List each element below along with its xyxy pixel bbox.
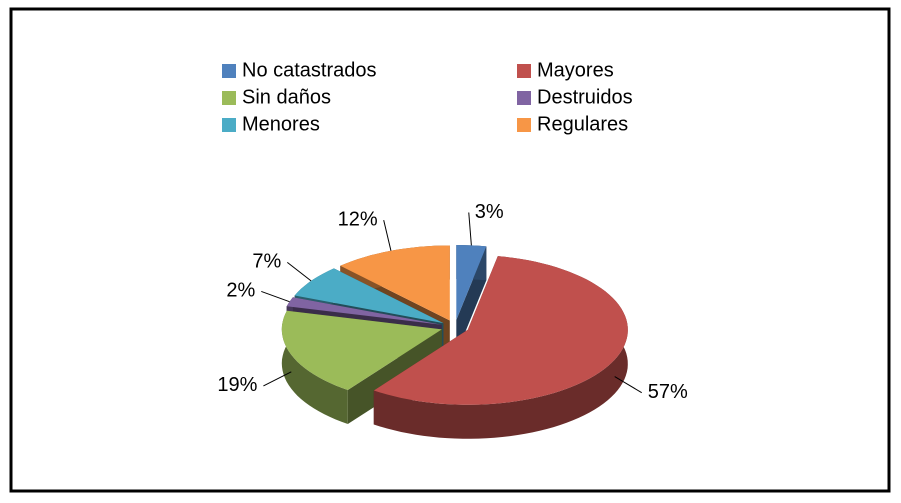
- legend-label: Sin daños: [242, 86, 331, 108]
- leader-line: [614, 376, 642, 394]
- slice-top: [281, 310, 442, 390]
- leader-line: [263, 371, 292, 387]
- legend-label: Mayores: [537, 59, 614, 81]
- leader-line: [261, 290, 290, 303]
- slice-side: [281, 310, 348, 424]
- legend-label: Destruidos: [537, 86, 633, 108]
- legend-label: Regulares: [537, 113, 628, 135]
- legend-swatch: [222, 91, 236, 105]
- legend-swatch: [517, 118, 531, 132]
- slice-top: [456, 245, 487, 320]
- pie-slice: [373, 256, 628, 439]
- legend-label: Menores: [242, 113, 320, 135]
- data-label: 7%: [252, 251, 281, 273]
- leader-line: [287, 261, 312, 282]
- data-label: 2%: [226, 280, 255, 302]
- data-label: 12%: [338, 208, 378, 230]
- legend-label: No catastrados: [242, 59, 377, 81]
- slice-top: [340, 245, 450, 321]
- slice-top: [373, 256, 628, 405]
- slice-top: [294, 268, 444, 324]
- leader-line: [383, 219, 392, 251]
- legend-swatch: [517, 64, 531, 78]
- pie-slice: [281, 310, 442, 424]
- legend-swatch: [517, 91, 531, 105]
- data-label: 57%: [648, 381, 688, 403]
- legend-swatch: [222, 64, 236, 78]
- pie-slice: [456, 245, 487, 354]
- data-label: 3%: [475, 201, 504, 223]
- legend-swatch: [222, 118, 236, 132]
- slice-top: [286, 297, 442, 325]
- leader-line: [468, 212, 472, 246]
- data-label: 19%: [217, 374, 257, 396]
